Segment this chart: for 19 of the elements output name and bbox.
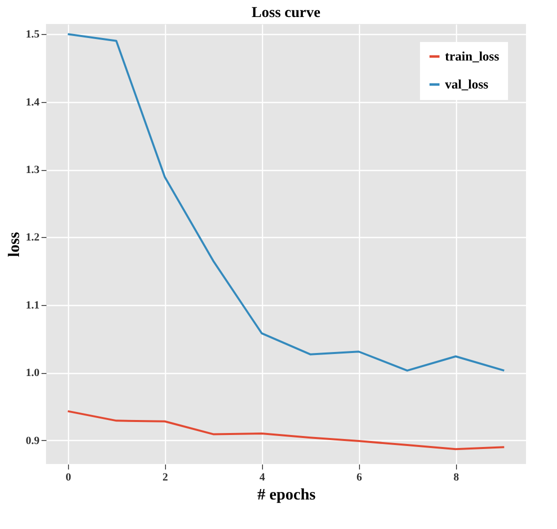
- y-tick-label: 1.4: [26, 96, 40, 108]
- y-tick-label: 1.1: [26, 299, 40, 312]
- x-tick-label: 4: [260, 472, 266, 484]
- y-tick-label: 1.0: [26, 367, 40, 380]
- line-series: [66, 33, 506, 372]
- chart-title: Loss curve: [252, 5, 321, 21]
- y-tick-label: 1.5: [26, 28, 40, 41]
- y-axis-title: loss: [6, 232, 23, 257]
- x-tick-label: 8: [453, 472, 460, 484]
- x-tick-label: 6: [356, 472, 362, 484]
- legend-label: train_loss: [445, 48, 500, 64]
- y-tick-label: 1.3: [26, 164, 40, 176]
- y-tick-label: 1.2: [26, 232, 40, 244]
- x-tick-label: 2: [162, 472, 169, 484]
- x-axis-title: # epochs: [257, 486, 316, 504]
- y-tick-label: 0.9: [26, 434, 40, 447]
- line-series: [66, 410, 506, 450]
- legend-label: val_loss: [445, 76, 488, 92]
- x-tick-label: 0: [66, 472, 72, 484]
